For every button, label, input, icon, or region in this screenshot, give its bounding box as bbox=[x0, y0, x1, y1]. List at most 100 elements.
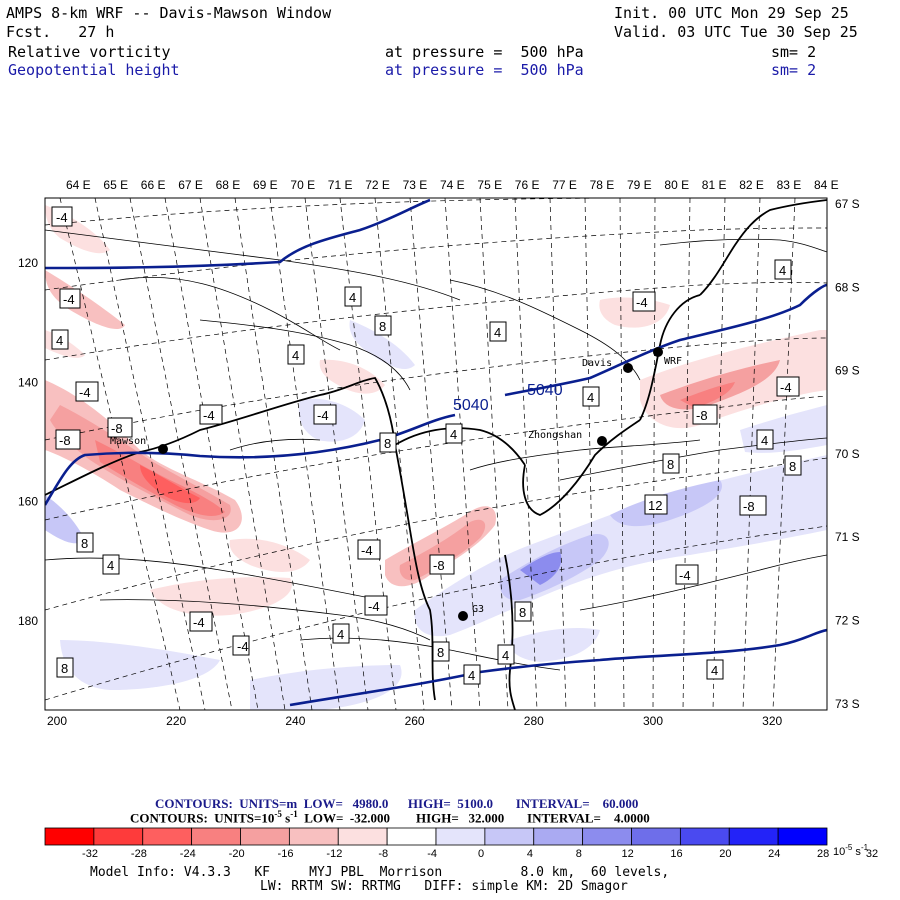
vort-label: -8 bbox=[739, 495, 767, 516]
lat-label: 69 S bbox=[835, 364, 860, 378]
lat-label: 70 S bbox=[835, 447, 860, 461]
field1-smoothing: sm= 2 bbox=[771, 43, 817, 61]
vorticity-contour-info: CONTOURS: UNITS=10-5 s-1 LOW= -32.000 HI… bbox=[130, 809, 650, 826]
vort-label: -8 bbox=[692, 404, 718, 425]
svg-text:4: 4 bbox=[761, 433, 768, 448]
colorbar-swatch bbox=[142, 827, 193, 846]
x-tick: 280 bbox=[524, 714, 544, 728]
vort-label: 4 bbox=[332, 623, 350, 644]
svg-text:Zhongshan: Zhongshan bbox=[528, 430, 582, 441]
svg-text:-4: -4 bbox=[193, 615, 205, 630]
colorbar-swatch bbox=[679, 827, 730, 846]
station-g3: G3 bbox=[458, 604, 484, 621]
colorbar-label: 32 bbox=[866, 848, 878, 860]
lat-label: 67 S bbox=[835, 197, 860, 211]
colorbar-label: 16 bbox=[670, 848, 682, 860]
lon-label: 71 E bbox=[328, 178, 353, 192]
x-tick: 220 bbox=[166, 714, 186, 728]
vort-label: -4 bbox=[364, 595, 388, 616]
x-axis-ticks: 200 220 240 260 280 300 320 bbox=[47, 714, 783, 728]
x-tick: 300 bbox=[643, 714, 663, 728]
colorbar-label: 28 bbox=[817, 848, 829, 860]
svg-text:-4: -4 bbox=[679, 568, 691, 583]
svg-text:8: 8 bbox=[81, 536, 88, 551]
svg-text:-8: -8 bbox=[59, 433, 71, 448]
vort-label: -4 bbox=[51, 206, 73, 227]
colorbar-labels: -32 -28 -24 -20 -16 -12 -8 -4 0 4 8 12 16 20 24 28 32 bbox=[82, 848, 878, 860]
vort-label: 8 bbox=[374, 315, 392, 336]
vort-label: -4 bbox=[199, 404, 223, 425]
chart-title: AMPS 8-km WRF -- Davis-Mawson Window bbox=[6, 4, 332, 22]
colorbar-label: 24 bbox=[768, 848, 780, 860]
colorbar bbox=[44, 827, 828, 846]
vort-label: -8 bbox=[107, 417, 133, 438]
lon-label: 83 E bbox=[777, 178, 802, 192]
vort-label: -4 bbox=[632, 291, 656, 312]
height-contour-info: CONTOURS: UNITS=m LOW= 4980.0 HIGH= 5100… bbox=[155, 796, 639, 811]
svg-text:-4: -4 bbox=[79, 385, 91, 400]
height-contours bbox=[45, 198, 827, 707]
svg-text:-4: -4 bbox=[317, 408, 329, 423]
lon-label: 78 E bbox=[590, 178, 615, 192]
svg-text:Mawson: Mawson bbox=[110, 436, 146, 447]
svg-text:-8: -8 bbox=[433, 558, 445, 573]
forecast-hour: Fcst. 27 h bbox=[6, 23, 115, 41]
x-tick: 240 bbox=[285, 714, 305, 728]
colorbar-swatch bbox=[435, 827, 486, 846]
vort-label: 4 bbox=[706, 659, 724, 680]
colorbar-swatch bbox=[777, 827, 828, 846]
colorbar-swatch bbox=[484, 827, 535, 846]
colorbar-swatch bbox=[533, 827, 584, 846]
field2-smoothing: sm= 2 bbox=[771, 61, 817, 79]
lon-label: 68 E bbox=[216, 178, 241, 192]
station-wrf: WRF bbox=[653, 347, 682, 367]
vort-label: 4 bbox=[102, 554, 120, 575]
svg-text:8: 8 bbox=[789, 459, 796, 474]
lon-label: 79 E bbox=[627, 178, 652, 192]
vort-label: -4 bbox=[776, 376, 800, 397]
vort-label: 8 bbox=[76, 532, 94, 553]
vort-label: -8 bbox=[55, 429, 81, 450]
vort-label: 8 bbox=[514, 601, 532, 622]
vort-label: 4 bbox=[497, 644, 515, 665]
vort-label: 4 bbox=[445, 423, 463, 444]
svg-text:8: 8 bbox=[384, 436, 391, 451]
svg-text:G3: G3 bbox=[472, 604, 484, 615]
svg-text:8: 8 bbox=[437, 645, 444, 660]
svg-text:Davis: Davis bbox=[582, 358, 612, 369]
station-davis: Davis bbox=[582, 358, 633, 373]
vort-label: -4 bbox=[189, 611, 213, 632]
lon-label: 80 E bbox=[664, 178, 689, 192]
svg-text:4: 4 bbox=[337, 627, 344, 642]
svg-text:8: 8 bbox=[667, 457, 674, 472]
svg-text:-4: -4 bbox=[56, 210, 68, 225]
svg-text:-4: -4 bbox=[780, 380, 792, 395]
colorbar-label: -12 bbox=[326, 848, 342, 860]
colorbar-label: -4 bbox=[427, 848, 437, 860]
vort-label: -4 bbox=[232, 635, 250, 656]
svg-text:4: 4 bbox=[107, 558, 114, 573]
vort-label: 12 bbox=[644, 494, 668, 515]
x-tick: 260 bbox=[405, 714, 425, 728]
model-info: Model Info: V4.3.3 KF MYJ PBL Morrison 8… bbox=[90, 865, 670, 880]
plot-frame bbox=[44, 197, 828, 711]
vort-label: -4 bbox=[313, 404, 337, 425]
colorbar-swatch bbox=[288, 827, 339, 846]
svg-text:4: 4 bbox=[779, 263, 786, 278]
station-mawson: Mawson bbox=[110, 436, 168, 454]
vort-label: -4 bbox=[59, 288, 81, 309]
longitude-labels: 64 E 65 E 66 E 67 E 68 E 69 E 70 E 71 E 72 E 73 E… bbox=[66, 178, 839, 192]
svg-text:8: 8 bbox=[61, 661, 68, 676]
colorbar-label: 20 bbox=[719, 848, 731, 860]
lat-label: 72 S bbox=[835, 614, 860, 628]
colorbar-label: 4 bbox=[527, 848, 533, 860]
svg-text:-8: -8 bbox=[743, 499, 755, 514]
svg-text:4: 4 bbox=[587, 390, 594, 405]
field1-name: Relative vorticity bbox=[8, 43, 171, 61]
lon-label: 66 E bbox=[141, 178, 166, 192]
valid-time: Valid. 03 UTC Tue 30 Sep 25 bbox=[614, 23, 858, 41]
svg-text:-4: -4 bbox=[636, 295, 648, 310]
colorbar-label: 12 bbox=[622, 848, 634, 860]
vort-label: 8 bbox=[379, 432, 397, 453]
vort-label: 4 bbox=[582, 386, 600, 407]
